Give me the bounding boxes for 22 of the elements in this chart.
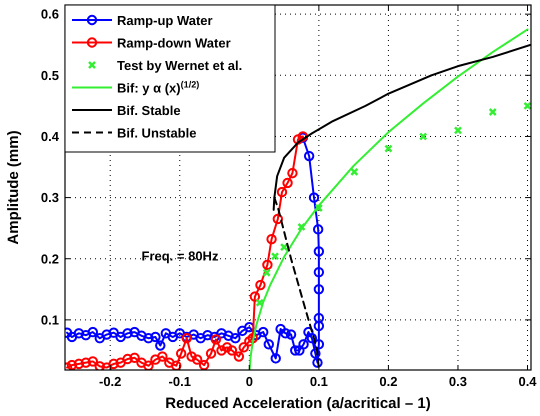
legend-label: Test by Wernet et al.	[117, 58, 242, 73]
legend-label: Bif. Stable	[117, 103, 181, 118]
legend-label: Bif: y α (x)$^{(1/2)}$	[117, 80, 200, 96]
annotation: Freq. = 80Hz	[142, 248, 219, 264]
y-tick-label: 0.6	[40, 6, 59, 22]
x-tick-label: 0	[246, 374, 253, 389]
legend-label: Ramp-down Water	[117, 36, 231, 50]
x-tick-label: -0.1	[168, 374, 191, 389]
legend-label: Ramp-up Water	[117, 13, 213, 28]
y-tick-label: 0.3	[40, 190, 59, 206]
x-tick-label: 0.4	[518, 374, 538, 389]
legend-label: Bif. Unstable	[117, 126, 196, 140]
y-tick-label: 0.4	[40, 129, 60, 144]
x-tick-label: -0.2	[99, 374, 122, 389]
x-tick-label: 0.2	[379, 374, 398, 389]
y-tick-label: 0.2	[40, 251, 59, 266]
y-tick-label: 0.1	[40, 312, 59, 328]
x-tick-label: 0.1	[310, 374, 328, 389]
x-axis-title: Reduced Acceleration (a/acritical – 1)	[165, 395, 431, 412]
x-tick-label: 0.3	[448, 374, 468, 389]
y-tick-label: 0.5	[40, 68, 59, 83]
y-axis-title: Amplitude (mm)	[5, 130, 22, 245]
